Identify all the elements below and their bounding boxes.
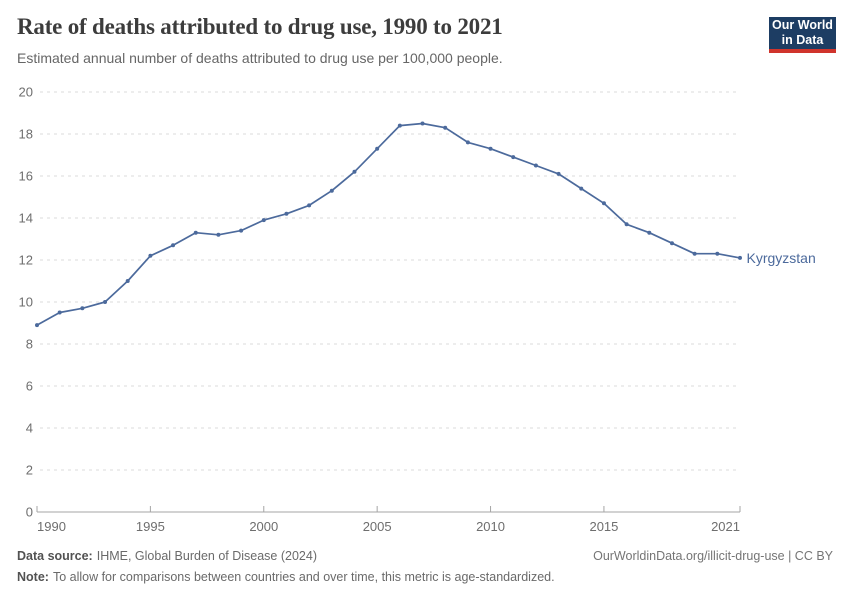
- data-point[interactable]: [692, 251, 697, 256]
- y-tick-label: 20: [19, 85, 33, 100]
- gridlines: [40, 91, 740, 471]
- y-tick-label: 4: [26, 421, 33, 436]
- owid-logo-red-bar: [769, 49, 836, 53]
- data-source-text: IHME, Global Burden of Disease (2024): [96, 549, 317, 563]
- page-subtitle: Estimated annual number of deaths attrib…: [17, 50, 503, 66]
- x-axis: 1990 1995 2000 2005 2010 2015 2021: [36, 506, 741, 534]
- data-point[interactable]: [647, 230, 652, 235]
- series-label-kyrgyzstan[interactable]: Kyrgyzstan: [747, 250, 816, 266]
- data-point[interactable]: [284, 211, 289, 216]
- data-point[interactable]: [307, 203, 312, 208]
- series-points-kyrgyzstan[interactable]: [35, 121, 742, 328]
- data-point[interactable]: [624, 222, 629, 227]
- data-point[interactable]: [239, 228, 244, 233]
- x-tick-label: 2010: [476, 519, 505, 534]
- y-axis-tick-labels: 0 2 4 6 8 10 12 14 16 18 20: [19, 85, 33, 520]
- chart-footer: Data source: IHME, Global Burden of Disea…: [17, 546, 833, 588]
- y-tick-label: 0: [26, 505, 33, 520]
- x-tick-label: 2021: [711, 519, 740, 534]
- data-point[interactable]: [148, 253, 153, 258]
- y-tick-label: 2: [26, 463, 33, 478]
- y-tick-label: 18: [19, 127, 33, 142]
- data-source-label: Data source:: [17, 549, 93, 563]
- y-tick-label: 14: [19, 211, 33, 226]
- data-point[interactable]: [57, 310, 62, 315]
- data-point[interactable]: [80, 306, 85, 311]
- data-point[interactable]: [579, 186, 584, 191]
- data-point[interactable]: [601, 201, 606, 206]
- owid-logo-text: Our World in Data: [769, 17, 836, 49]
- x-tick-label: 2015: [589, 519, 618, 534]
- data-point[interactable]: [171, 243, 176, 248]
- data-point[interactable]: [669, 241, 674, 246]
- data-point[interactable]: [193, 230, 198, 235]
- data-source: Data source: IHME, Global Burden of Disea…: [17, 546, 317, 567]
- data-point[interactable]: [375, 146, 380, 151]
- data-point[interactable]: [443, 125, 448, 130]
- data-point[interactable]: [216, 232, 221, 237]
- y-tick-label: 12: [19, 253, 33, 268]
- data-point[interactable]: [715, 251, 720, 256]
- y-tick-label: 8: [26, 337, 33, 352]
- data-point[interactable]: [103, 300, 108, 304]
- chart-note: Note: To allow for comparisons between co…: [17, 567, 833, 588]
- data-point[interactable]: [261, 218, 266, 223]
- attribution-link[interactable]: OurWorldinData.org/illicit-drug-use | CC…: [593, 549, 833, 563]
- data-point[interactable]: [420, 121, 425, 126]
- owid-logo[interactable]: Our World in Data: [769, 17, 836, 53]
- data-point[interactable]: [511, 155, 516, 160]
- data-point[interactable]: [352, 169, 357, 174]
- y-tick-label: 10: [19, 295, 33, 310]
- data-point[interactable]: [397, 123, 402, 128]
- y-tick-label: 6: [26, 379, 33, 394]
- page-title: Rate of deaths attributed to drug use, 1…: [17, 14, 503, 39]
- data-point[interactable]: [35, 323, 39, 328]
- x-tick-label: 2005: [363, 519, 392, 534]
- y-tick-label: 16: [19, 169, 33, 184]
- data-point[interactable]: [125, 279, 130, 283]
- note-label: Note:: [17, 570, 49, 584]
- x-tick-label: 2000: [249, 519, 278, 534]
- data-point[interactable]: [465, 140, 470, 145]
- x-tick-label: 1990: [37, 519, 66, 534]
- data-point[interactable]: [738, 255, 742, 260]
- data-point[interactable]: [488, 146, 493, 151]
- data-point[interactable]: [533, 163, 538, 168]
- series-line-kyrgyzstan[interactable]: [36, 122, 741, 326]
- note-text: To allow for comparisons between countri…: [52, 570, 555, 584]
- data-point[interactable]: [329, 188, 334, 193]
- x-tick-label: 1995: [136, 519, 165, 534]
- data-point[interactable]: [556, 171, 561, 176]
